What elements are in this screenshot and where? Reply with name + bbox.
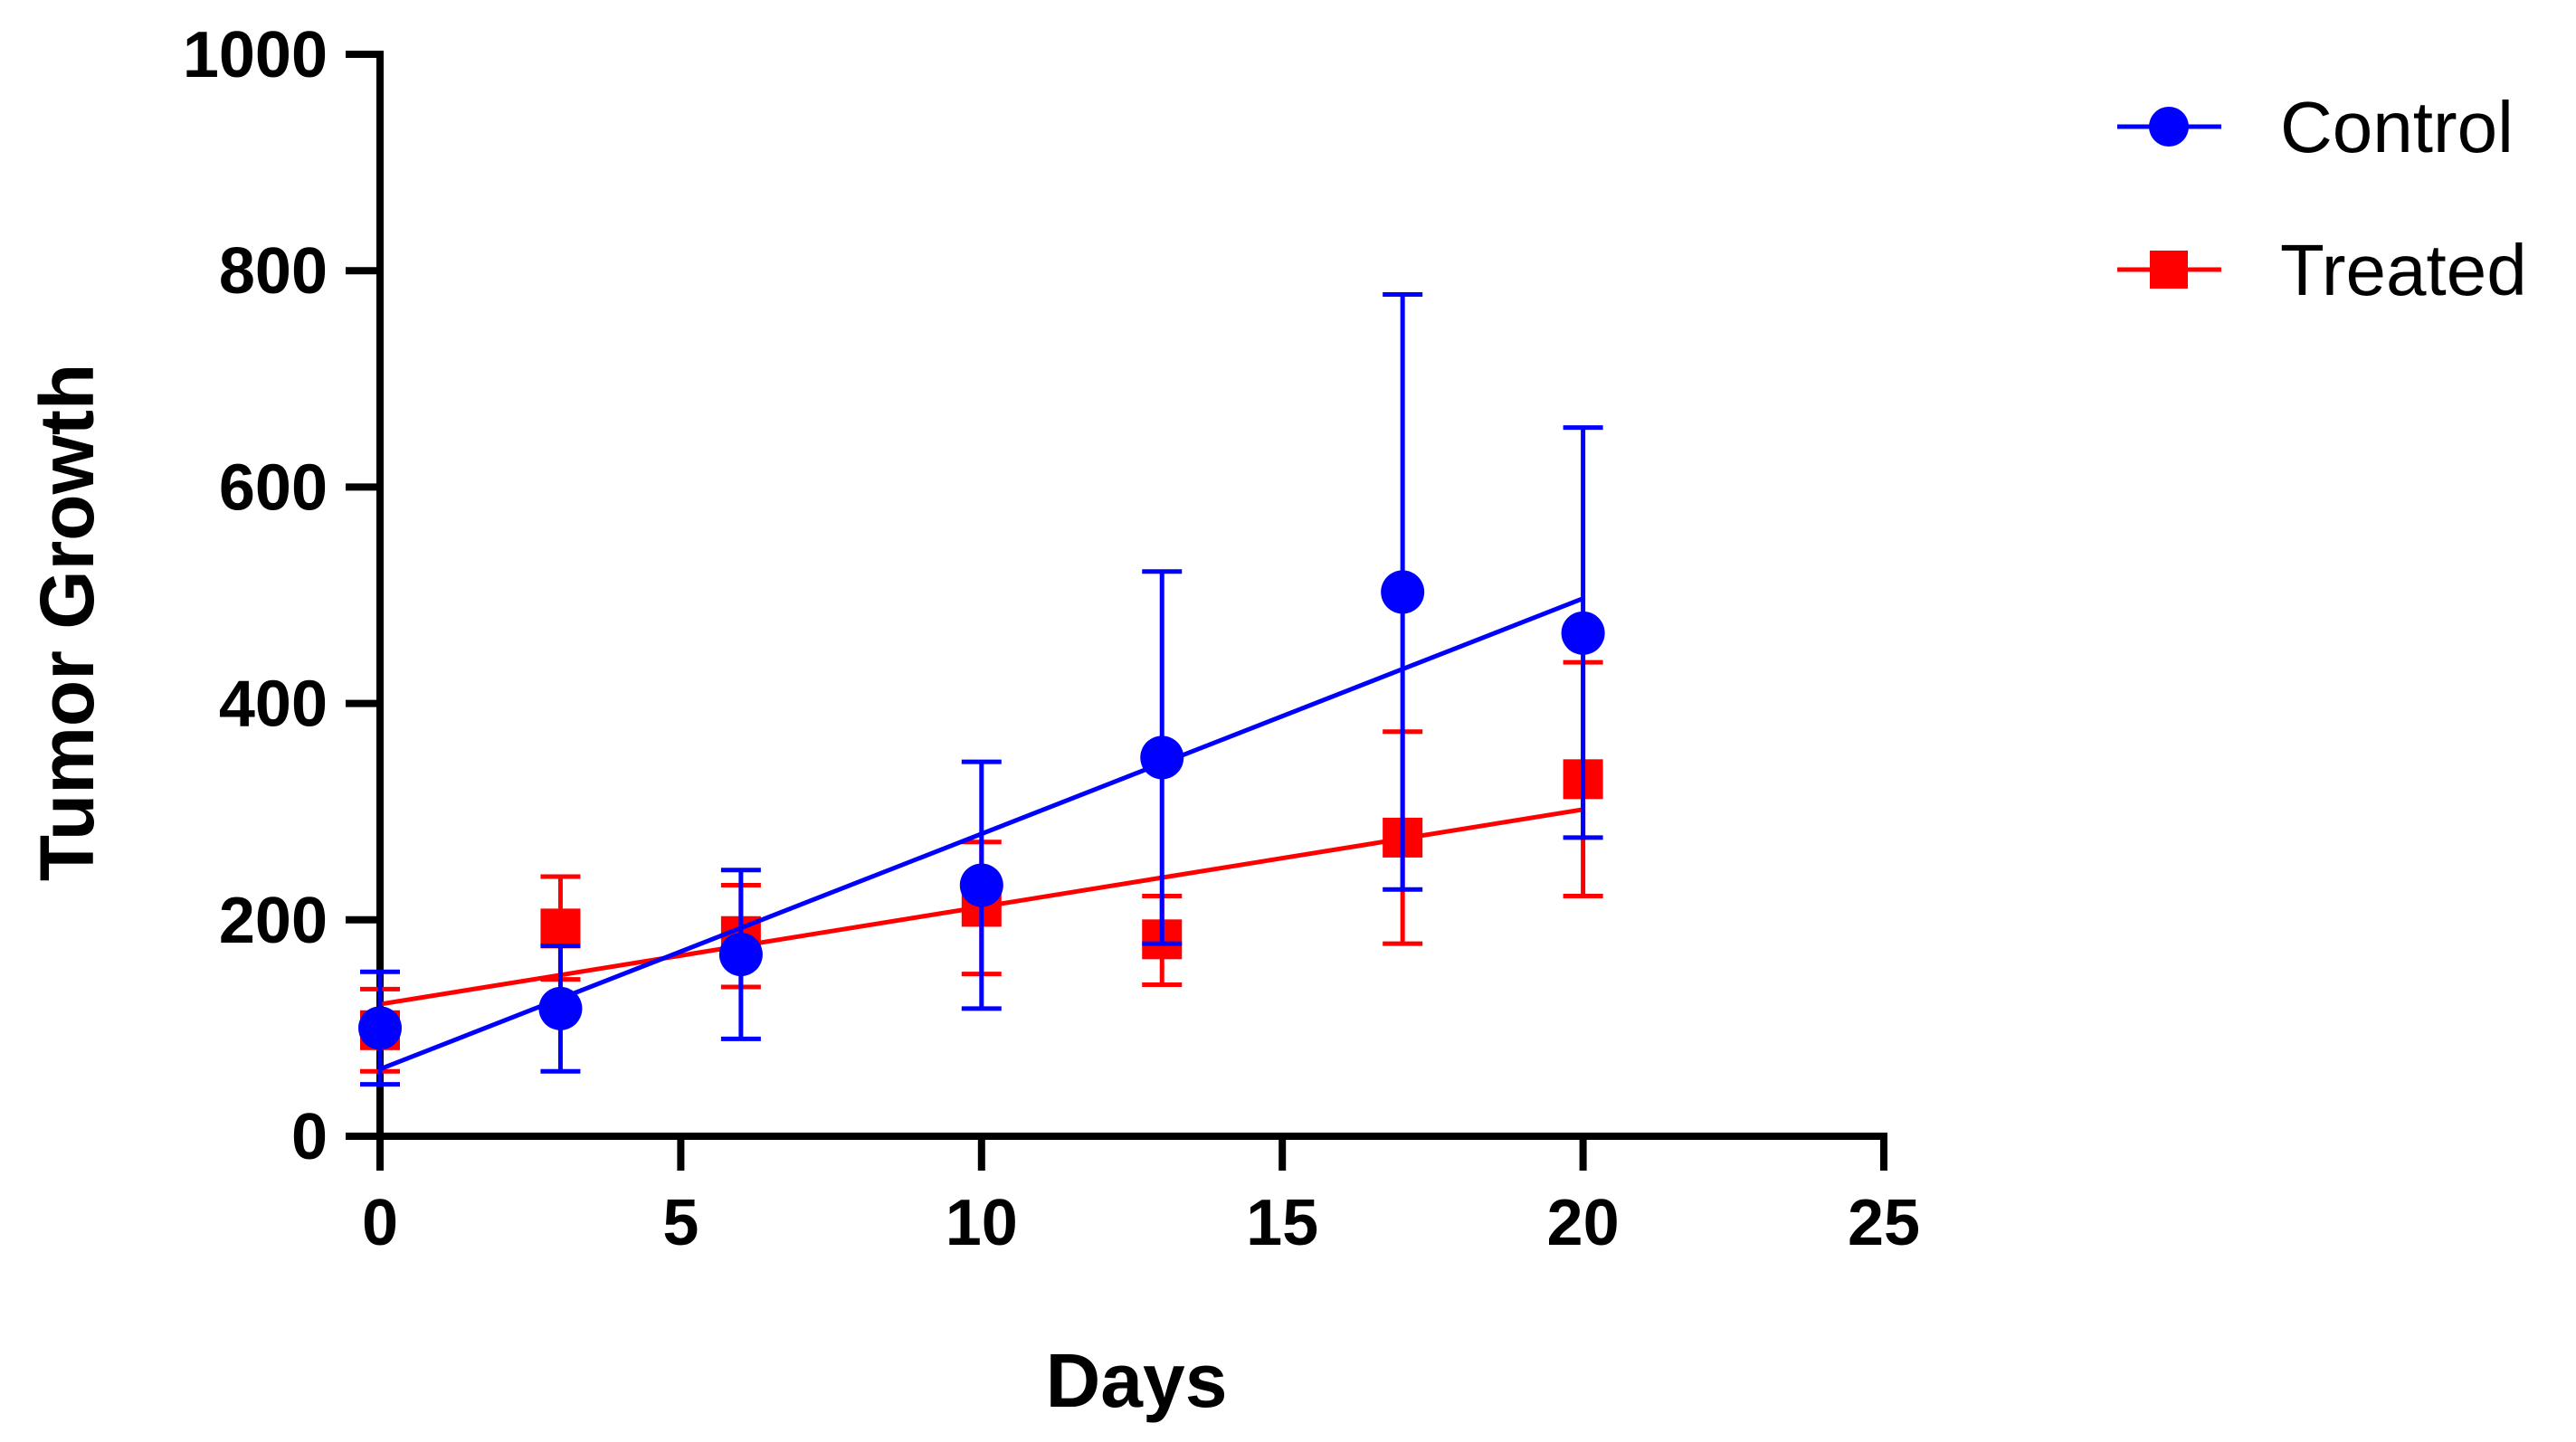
y-tick-label: 600: [219, 451, 328, 524]
y-tick-label: 400: [219, 669, 328, 741]
data-point-control: [358, 1006, 402, 1050]
data-point-control: [538, 986, 583, 1030]
data-point-control: [718, 933, 763, 977]
y-axis-title: Tumor Growth: [24, 364, 109, 881]
x-tick-label: 20: [1547, 1187, 1620, 1259]
data-point-control: [959, 863, 1003, 907]
legend: Control Treated: [2117, 87, 2527, 310]
plot-area: [358, 292, 1605, 1087]
axes: 0 5 10 15 20 25 0 200 400 600 800 1000 Days Tumor Gro…: [24, 19, 1920, 1423]
data-point-treated: [540, 908, 581, 949]
x-tick-label: 15: [1246, 1187, 1318, 1259]
y-tick-label: 200: [219, 885, 328, 957]
x-tick-label: 25: [1848, 1187, 1920, 1259]
x-tick-label: 10: [946, 1187, 1018, 1259]
x-tick-label: 0: [362, 1187, 398, 1259]
data-point-control: [2149, 107, 2189, 147]
data-point-control: [1381, 570, 1425, 614]
data-point-control: [1140, 735, 1184, 780]
x-tick-label: 5: [662, 1187, 699, 1259]
legend-label-treated: Treated: [2280, 230, 2527, 310]
legend-item-control: Control: [2117, 87, 2514, 167]
series-control: [358, 292, 1605, 1087]
x-axis-title: Days: [1046, 1338, 1228, 1423]
y-tick-label: 0: [291, 1101, 328, 1173]
y-tick-label: 1000: [183, 19, 328, 91]
data-point-control: [1561, 611, 1605, 655]
legend-label-control: Control: [2280, 87, 2514, 167]
legend-item-treated: Treated: [2117, 230, 2527, 310]
y-tick-label: 800: [219, 235, 328, 308]
data-point-treated: [2150, 251, 2188, 289]
